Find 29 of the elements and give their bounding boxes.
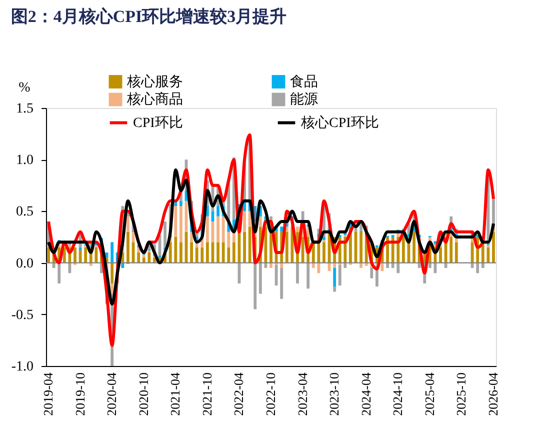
x-tick-label: 2023-04 — [294, 372, 310, 416]
x-tick-label: 2026-04 — [485, 372, 500, 416]
y-tick-label: 0.0 — [16, 256, 34, 272]
legend-label: 核心服务 — [126, 74, 183, 90]
legend-label: CPI环比 — [133, 114, 183, 131]
x-tick-label: 2024-04 — [358, 372, 374, 416]
y-tick-label: 0.5 — [16, 204, 34, 220]
x-tick-label: 2020-04 — [104, 372, 120, 416]
x-tick-label: 2025-10 — [454, 372, 469, 416]
y-tick-label: 1.0 — [16, 153, 34, 168]
y-tick-label: -1.0 — [11, 360, 34, 374]
y-axis-title: % — [18, 80, 31, 96]
x-tick-label: 2021-04 — [168, 372, 183, 416]
x-tick-label: 2022-04 — [231, 372, 246, 416]
x-tick-label: 2021-10 — [199, 372, 214, 416]
legend-label: 核心CPI环比 — [300, 114, 379, 131]
x-tick-label: 2024-10 — [390, 372, 406, 416]
x-tick-label: 2019-04 — [40, 372, 56, 416]
chart-title: 图2：4月核心CPI环比增速较3月提升 — [10, 7, 287, 26]
x-tick-label: 2019-10 — [72, 372, 88, 416]
y-tick-label: 1.5 — [16, 102, 34, 116]
x-tick-label: 2020-10 — [136, 372, 151, 416]
legend-label: 能源 — [290, 92, 318, 108]
x-tick-label: 2022-10 — [263, 372, 278, 416]
x-tick-label: 2023-10 — [326, 372, 342, 416]
legend-label: 食品 — [290, 74, 318, 90]
x-tick-label: 2025-04 — [422, 372, 437, 416]
legend-label: 核心商品 — [126, 92, 183, 108]
y-tick-label: -0.5 — [11, 308, 34, 323]
